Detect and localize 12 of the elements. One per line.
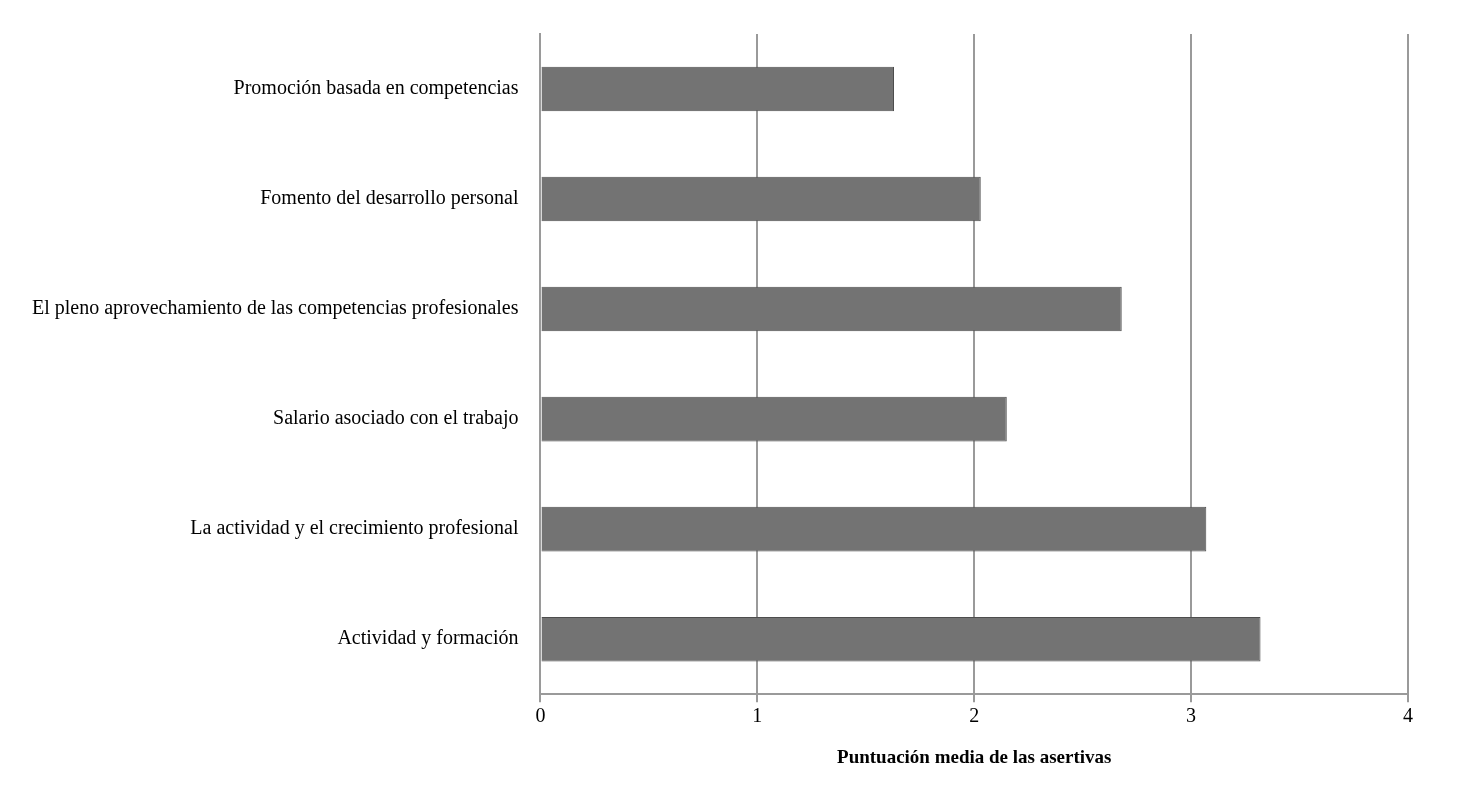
y-tick-label: Salario asociado con el trabajo <box>273 406 519 430</box>
x-tick-label: 2 <box>969 704 980 727</box>
x-tick-label: 1 <box>752 704 763 727</box>
y-tick-label: El pleno aprovechamiento de las competencias profesionales <box>32 296 519 320</box>
y-tick-label: Promoción basada en competencias <box>233 76 519 100</box>
y-tick-label: Actividad y formación <box>337 626 519 650</box>
x-tick-label: 3 <box>1186 704 1197 727</box>
y-tick-label: Fomento del desarrollo personal <box>260 186 519 210</box>
x-tick-label: 4 <box>1403 704 1413 727</box>
y-tick-label: La actividad y el crecimiento profesional <box>190 516 519 540</box>
x-tick-label: 0 <box>535 704 546 727</box>
x-axis-title: Puntuación media de las asertivas <box>837 745 1112 767</box>
